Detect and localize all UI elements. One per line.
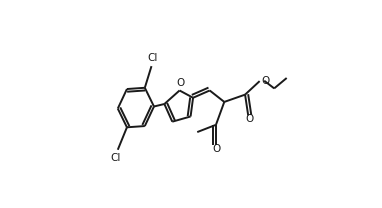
Text: O: O bbox=[261, 76, 270, 86]
Text: O: O bbox=[245, 114, 253, 124]
Text: O: O bbox=[212, 144, 220, 154]
Text: O: O bbox=[176, 78, 184, 88]
Text: Cl: Cl bbox=[110, 153, 120, 163]
Text: Cl: Cl bbox=[147, 53, 158, 63]
